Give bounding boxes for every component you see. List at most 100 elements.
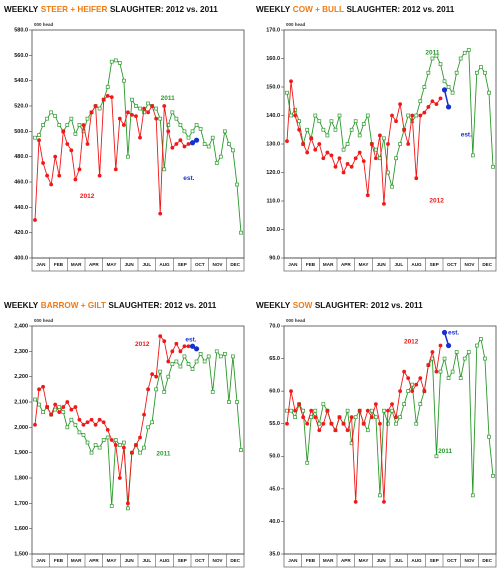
point-marker bbox=[130, 450, 134, 455]
point-marker bbox=[142, 106, 146, 111]
point-marker bbox=[235, 182, 239, 187]
y-tick-label: 70.0 bbox=[269, 323, 280, 329]
point-marker bbox=[406, 142, 411, 146]
point-marker bbox=[53, 407, 58, 412]
point-marker bbox=[142, 412, 146, 417]
x-tick-label: OCT bbox=[195, 558, 205, 563]
x-tick-label: MAY bbox=[359, 262, 369, 267]
point-marker bbox=[293, 415, 297, 420]
point-marker bbox=[305, 150, 310, 155]
point-marker bbox=[231, 354, 235, 359]
point-marker bbox=[349, 164, 354, 169]
point-marker bbox=[446, 376, 451, 380]
point-marker bbox=[57, 410, 62, 415]
point-marker bbox=[487, 434, 491, 439]
point-marker bbox=[470, 493, 475, 498]
point-marker bbox=[450, 90, 455, 95]
x-tick-label: NOV bbox=[465, 558, 476, 563]
point-marker bbox=[426, 70, 431, 75]
x-tick-label: JUL bbox=[394, 262, 403, 267]
point-marker bbox=[329, 421, 334, 426]
point-marker bbox=[154, 374, 159, 379]
point-marker bbox=[113, 167, 118, 172]
y-tick-label: 420.0 bbox=[14, 230, 28, 236]
point-marker bbox=[170, 362, 175, 366]
point-marker bbox=[301, 415, 306, 420]
point-marker bbox=[289, 113, 293, 118]
point-marker bbox=[414, 113, 419, 118]
point-marker bbox=[329, 119, 334, 124]
point-marker bbox=[390, 113, 394, 118]
point-marker bbox=[442, 79, 447, 84]
point-marker bbox=[438, 343, 443, 348]
point-marker bbox=[386, 142, 390, 146]
point-marker bbox=[206, 144, 211, 149]
point-marker bbox=[285, 421, 289, 426]
point-marker bbox=[394, 119, 398, 124]
point-marker bbox=[49, 182, 54, 187]
point-marker bbox=[166, 123, 171, 127]
point-marker bbox=[134, 443, 138, 447]
point-marker bbox=[146, 110, 150, 115]
point-marker bbox=[81, 422, 86, 427]
point-marker bbox=[337, 415, 342, 420]
point-marker bbox=[126, 154, 130, 159]
point-marker bbox=[101, 97, 106, 102]
x-tick-label: SEP bbox=[430, 262, 439, 267]
point-marker bbox=[227, 400, 231, 404]
x-tick-label: MAR bbox=[71, 558, 82, 563]
point-marker bbox=[33, 135, 37, 140]
x-tick-label: NOV bbox=[213, 558, 224, 563]
y-tick-label: 1,900 bbox=[14, 450, 28, 456]
point-marker bbox=[53, 114, 58, 118]
point-marker bbox=[146, 425, 150, 430]
point-marker bbox=[434, 454, 439, 459]
point-marker bbox=[285, 139, 289, 144]
point-marker bbox=[49, 412, 54, 417]
point-marker bbox=[398, 102, 402, 106]
title-highlight: SOW bbox=[293, 301, 313, 310]
point-marker bbox=[193, 346, 200, 352]
x-tick-label: AUG bbox=[411, 262, 422, 267]
point-marker bbox=[85, 116, 90, 121]
title-prefix: WEEKLY bbox=[256, 301, 291, 310]
point-marker bbox=[93, 104, 98, 108]
point-marker bbox=[406, 113, 411, 118]
point-marker bbox=[321, 421, 326, 426]
point-marker bbox=[394, 415, 398, 420]
point-marker bbox=[406, 376, 411, 381]
point-marker bbox=[218, 154, 223, 159]
point-marker bbox=[182, 354, 187, 359]
point-marker bbox=[214, 161, 219, 165]
x-tick-label: DEC bbox=[482, 262, 492, 267]
point-marker bbox=[158, 116, 163, 121]
series-label: 2012 bbox=[404, 339, 419, 346]
point-marker bbox=[418, 376, 423, 381]
point-marker bbox=[186, 135, 191, 140]
point-marker bbox=[474, 343, 479, 348]
point-marker bbox=[483, 356, 487, 361]
point-marker bbox=[422, 85, 427, 89]
point-marker bbox=[337, 156, 342, 161]
series-line bbox=[287, 337, 494, 496]
point-marker bbox=[113, 58, 118, 63]
y-tick-label: 140.0 bbox=[266, 113, 280, 119]
point-marker bbox=[382, 201, 386, 206]
point-marker bbox=[53, 154, 58, 159]
x-tick-label: FEB bbox=[306, 262, 316, 267]
point-marker bbox=[345, 428, 350, 433]
point-marker bbox=[146, 101, 150, 106]
point-marker bbox=[321, 156, 326, 161]
point-marker bbox=[166, 129, 171, 134]
x-tick-label: APR bbox=[341, 262, 351, 267]
series-line bbox=[34, 59, 242, 233]
point-marker bbox=[97, 173, 102, 178]
point-marker bbox=[441, 329, 448, 336]
plot-frame bbox=[31, 29, 245, 259]
point-marker bbox=[333, 164, 338, 169]
point-marker bbox=[353, 119, 358, 124]
title-prefix: WEEKLY bbox=[256, 5, 291, 14]
point-marker bbox=[170, 349, 175, 354]
y-tick-label: 2,400 bbox=[14, 323, 28, 329]
